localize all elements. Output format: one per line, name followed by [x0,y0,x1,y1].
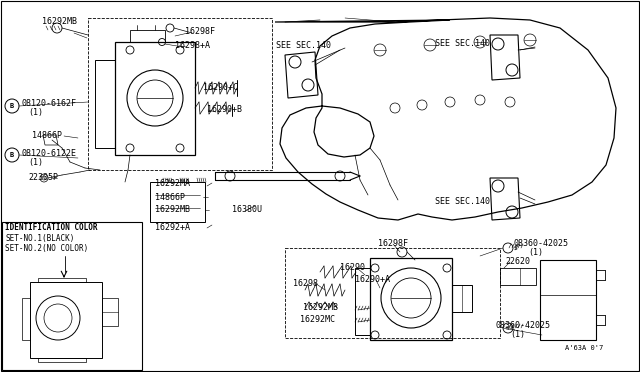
Text: 08120-6162F: 08120-6162F [22,99,77,108]
Text: (1): (1) [510,330,525,340]
Text: 16290+A: 16290+A [355,276,390,285]
Text: 16292MB: 16292MB [303,304,338,312]
Text: 22305P: 22305P [28,173,58,183]
Text: 16292MB: 16292MB [42,17,77,26]
Text: A'63A 0'7: A'63A 0'7 [565,345,604,351]
Text: S: S [513,246,517,250]
Text: SET-NO.1(BLACK): SET-NO.1(BLACK) [5,234,74,244]
Text: 16292MA: 16292MA [155,179,190,187]
Text: 16298F: 16298F [185,28,215,36]
Text: 14866P: 14866P [155,192,185,202]
Text: (1): (1) [528,248,543,257]
Text: 16290: 16290 [340,263,365,273]
Text: 08360-42025: 08360-42025 [513,238,568,247]
Text: 16298: 16298 [293,279,318,288]
Text: 16298F: 16298F [378,240,408,248]
Text: B: B [10,152,14,158]
Text: 16292MB: 16292MB [155,205,190,215]
Text: 16292MC: 16292MC [300,315,335,324]
Text: (1): (1) [28,109,43,118]
Text: 16292+A: 16292+A [155,224,190,232]
Text: 08120-6122E: 08120-6122E [22,148,77,157]
Text: SEE SEC.140: SEE SEC.140 [276,41,331,49]
Text: 22620: 22620 [505,257,530,266]
Text: (1): (1) [28,158,43,167]
Text: SET-NO.2(NO COLOR): SET-NO.2(NO COLOR) [5,244,88,253]
Text: 16298+A: 16298+A [175,42,210,51]
Text: IDENTIFICATION COLOR: IDENTIFICATION COLOR [5,224,97,232]
Text: SEE SEC.140: SEE SEC.140 [435,198,490,206]
Bar [2,222,142,370]
Text: SEE SEC.140: SEE SEC.140 [435,39,490,48]
Text: 16290+C: 16290+C [203,83,238,93]
Text: 16290+B: 16290+B [207,106,242,115]
Text: 16380U: 16380U [232,205,262,215]
Text: 08360-42025: 08360-42025 [495,321,550,330]
Text: 14866P: 14866P [32,131,62,140]
Text: S: S [506,326,510,330]
Text: B: B [10,103,14,109]
